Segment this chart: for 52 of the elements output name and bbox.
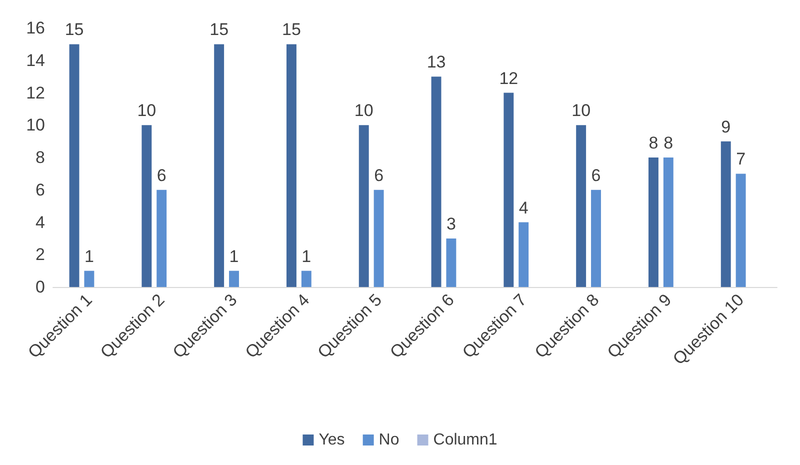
- bar: [142, 125, 152, 287]
- y-tick-label: 12: [26, 83, 45, 102]
- data-label: 1: [229, 246, 239, 266]
- data-label: 10: [137, 101, 156, 120]
- data-label: 12: [499, 68, 518, 88]
- bar: [663, 158, 674, 287]
- y-tick-label: 10: [26, 116, 45, 135]
- data-label: 6: [591, 166, 601, 185]
- bar: [156, 190, 167, 287]
- y-tick-label: 4: [36, 212, 45, 232]
- y-tick-label: 14: [26, 50, 45, 70]
- bar: [648, 158, 658, 287]
- data-label: 6: [156, 166, 166, 185]
- bar: [84, 270, 94, 287]
- bar: [301, 270, 312, 287]
- y-tick-label: 16: [26, 18, 45, 38]
- data-label: 8: [648, 134, 658, 152]
- bar: [431, 76, 442, 287]
- data-label: 7: [736, 150, 746, 169]
- data-label: 9: [721, 117, 731, 136]
- data-label: 3: [446, 214, 456, 234]
- y-tick-label: 6: [36, 180, 45, 200]
- bar: [591, 190, 601, 287]
- data-label: 15: [64, 20, 84, 40]
- y-tick-label: 0: [36, 278, 45, 296]
- bar: [286, 44, 296, 287]
- bar: [69, 44, 80, 287]
- data-label: 8: [664, 134, 674, 152]
- y-tick-label: 2: [36, 245, 45, 264]
- data-label: 1: [302, 246, 312, 266]
- bar: [736, 174, 746, 287]
- data-label: 15: [282, 20, 301, 40]
- bar: [229, 270, 239, 287]
- data-label: 13: [426, 52, 446, 72]
- legend-label: No: [378, 432, 400, 448]
- bar: [446, 238, 456, 287]
- data-label: 4: [518, 198, 528, 218]
- bar: [720, 141, 731, 287]
- data-label: 6: [374, 166, 384, 185]
- bar: [358, 125, 369, 287]
- bar: [214, 44, 224, 287]
- bar: [504, 92, 514, 287]
- y-tick-label: 8: [36, 148, 45, 167]
- data-label: 1: [84, 246, 94, 266]
- data-label: 10: [572, 101, 591, 120]
- data-label: 15: [210, 20, 229, 40]
- data-label: 10: [354, 101, 374, 120]
- legend-label: Column1: [433, 432, 498, 448]
- bar: [576, 125, 586, 287]
- bar: [374, 190, 384, 287]
- legend-label: Yes: [318, 432, 345, 448]
- bar: [518, 222, 529, 287]
